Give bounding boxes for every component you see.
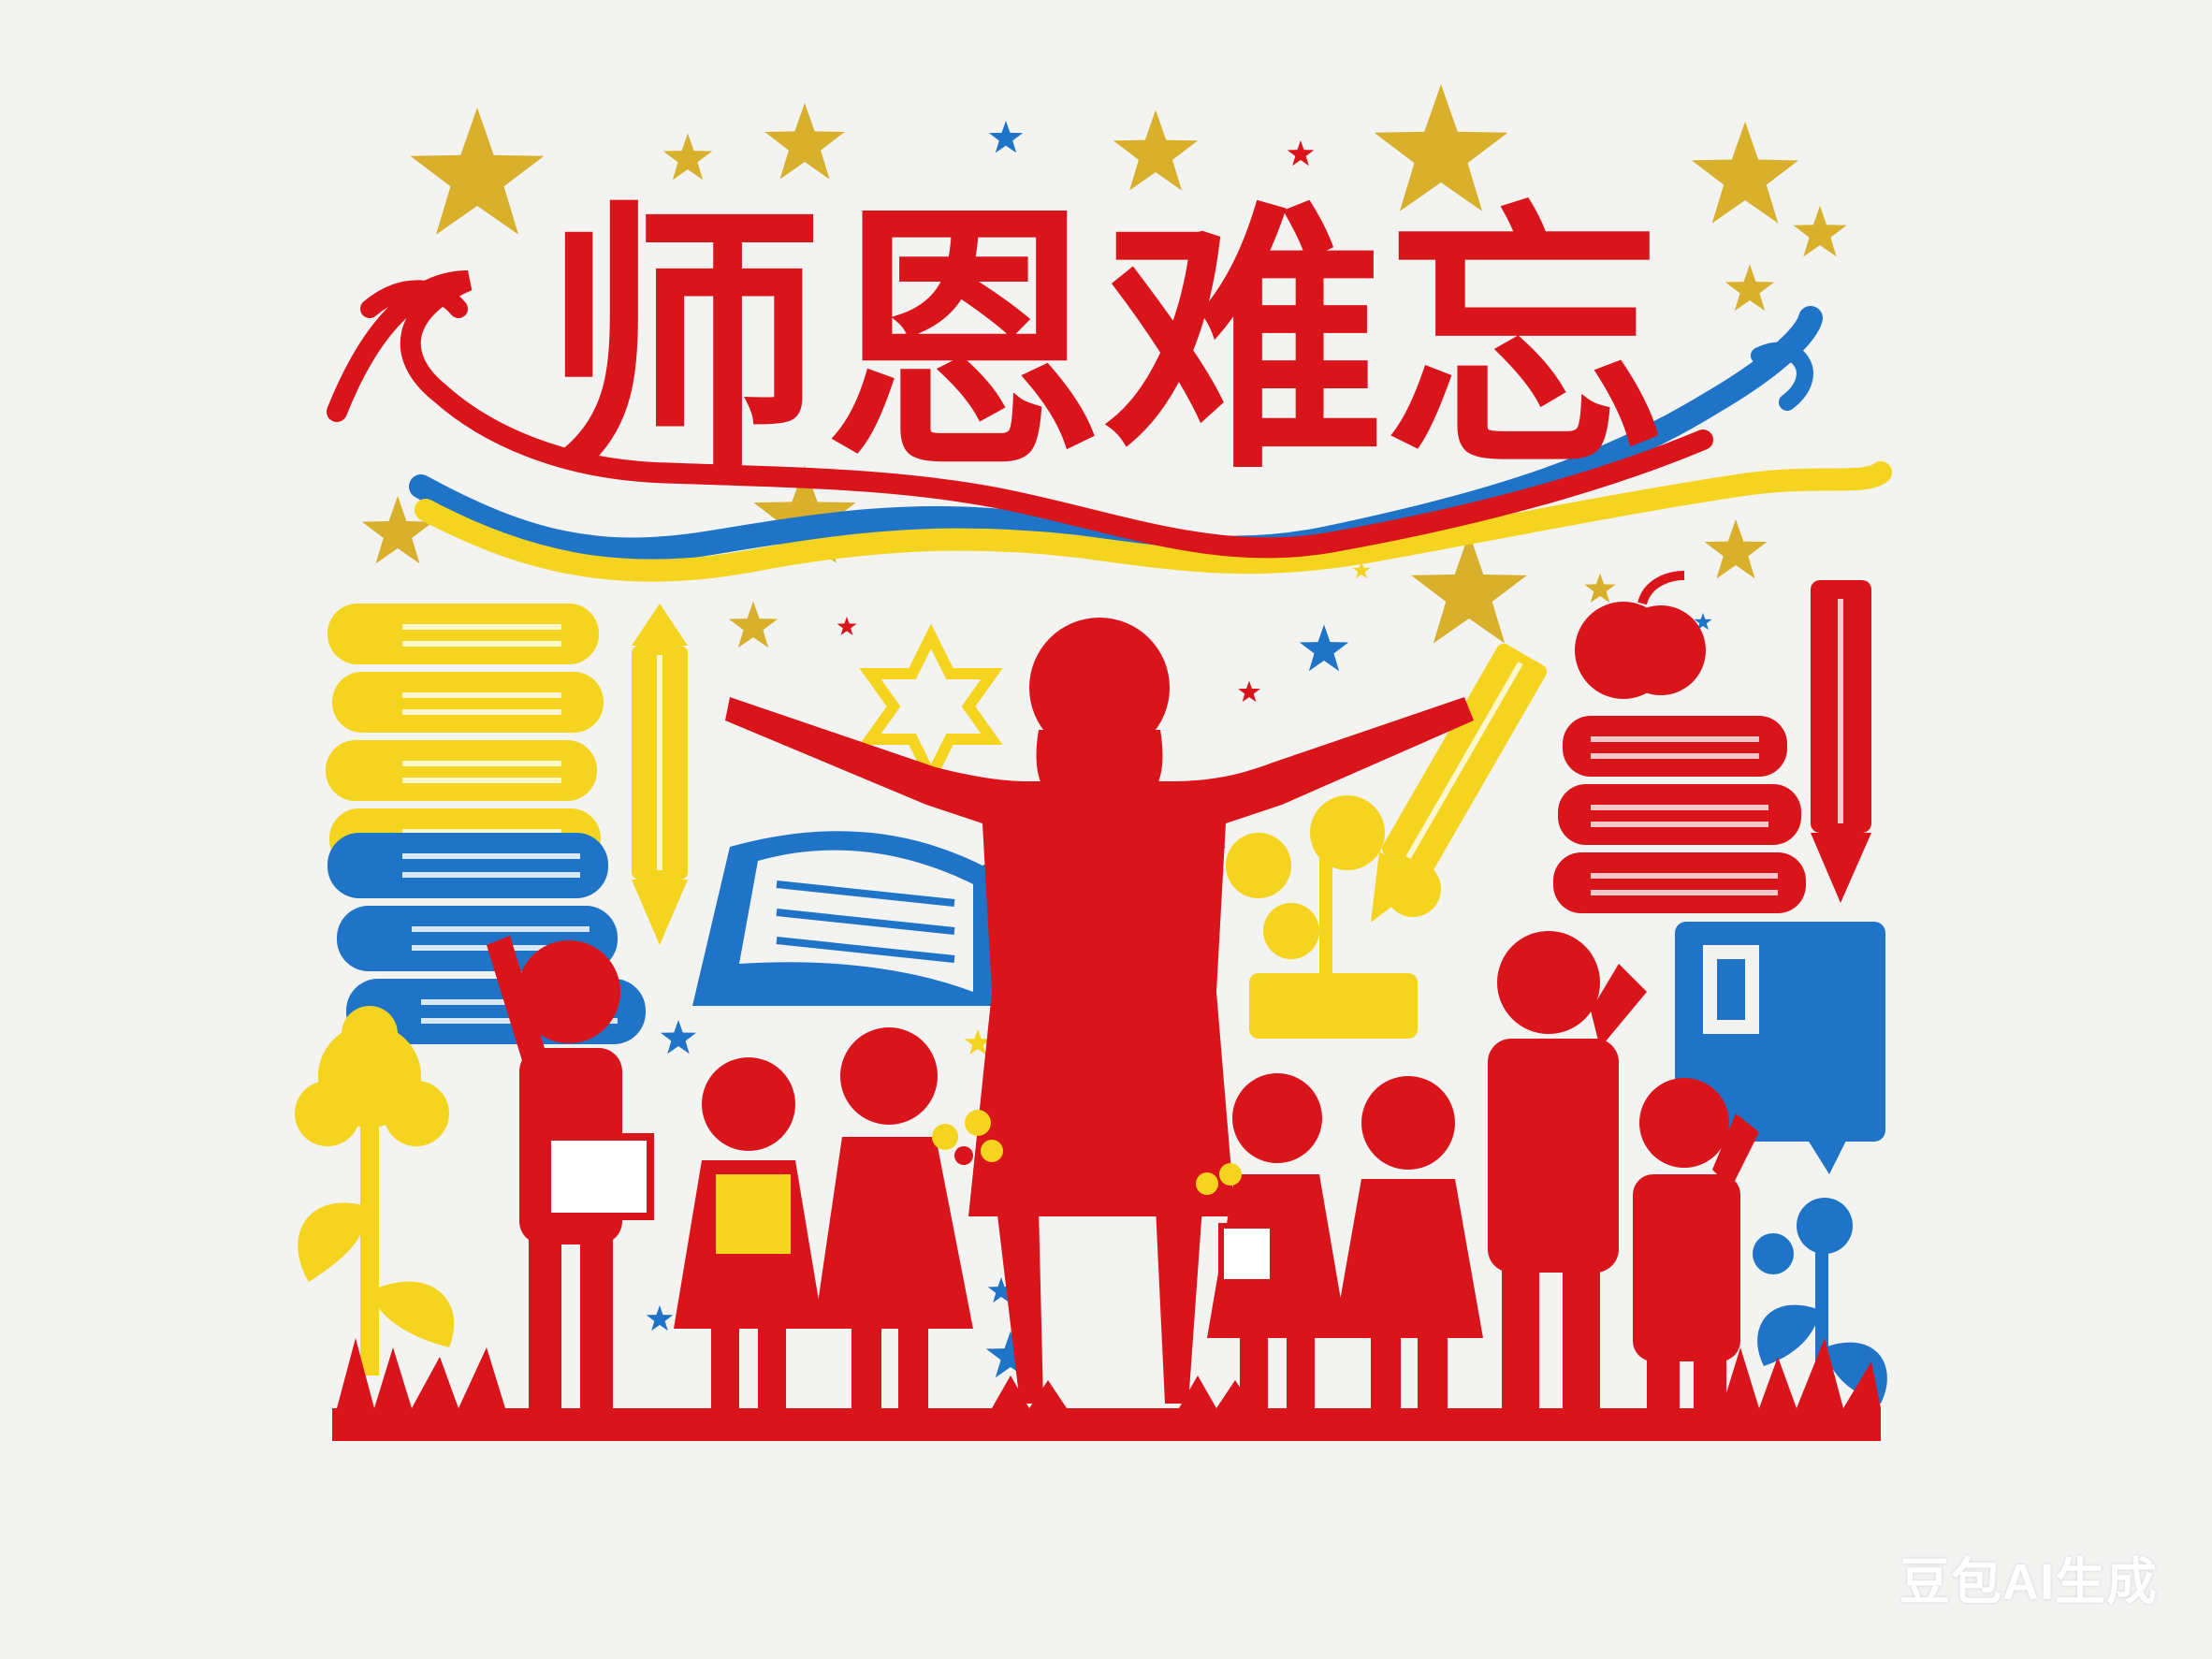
page-title: 师恩难忘 bbox=[543, 180, 1666, 506]
ribbon-icon bbox=[1751, 342, 1813, 411]
student-silhouette bbox=[674, 1057, 823, 1422]
pencil-icon bbox=[1811, 580, 1871, 903]
ground-grass bbox=[332, 1338, 1881, 1441]
book-stack-icon bbox=[1553, 852, 1806, 913]
student-silhouette bbox=[1633, 1078, 1759, 1422]
pencil-icon bbox=[632, 604, 688, 945]
book-stack-icon bbox=[326, 740, 597, 801]
notebook-icon bbox=[1675, 922, 1885, 1174]
book-stack-icon bbox=[1558, 784, 1801, 845]
student-silhouette bbox=[487, 936, 654, 1422]
book-stack-icon bbox=[327, 604, 599, 664]
watermark: 豆包AI生成 bbox=[1899, 1554, 2158, 1610]
student-silhouette bbox=[1196, 1073, 1347, 1422]
ribbon-icon bbox=[360, 280, 468, 318]
ribbon-icon bbox=[415, 461, 1892, 582]
flower-icon bbox=[295, 1006, 455, 1375]
book-stack-icon bbox=[327, 833, 608, 898]
apple-icon bbox=[1575, 571, 1706, 699]
student-silhouette bbox=[814, 1027, 1011, 1422]
student-silhouette bbox=[1488, 931, 1647, 1422]
book-stack-icon bbox=[1563, 716, 1787, 777]
students bbox=[487, 931, 1759, 1422]
student-silhouette bbox=[1333, 1076, 1483, 1422]
ribbons bbox=[327, 270, 1892, 582]
book-stack-icon bbox=[332, 672, 604, 733]
book-stack-right-red bbox=[1553, 716, 1806, 913]
flower-icon bbox=[1226, 795, 1441, 1039]
teacher-silhouette bbox=[725, 618, 1474, 1404]
